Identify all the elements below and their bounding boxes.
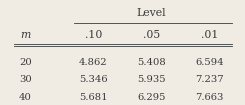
Text: 40: 40 [19,93,32,102]
Text: 6.594: 6.594 [196,58,224,67]
Text: 7.663: 7.663 [196,93,224,102]
Text: 6.295: 6.295 [137,93,166,102]
Text: 5.935: 5.935 [137,75,166,84]
Text: Level: Level [137,9,166,18]
Text: 30: 30 [19,75,32,84]
Text: 5.346: 5.346 [79,75,108,84]
Text: 5.681: 5.681 [79,93,108,102]
Text: 4.862: 4.862 [79,58,108,67]
Text: .05: .05 [143,30,160,40]
Text: m: m [20,30,31,40]
Text: .10: .10 [85,30,102,40]
Text: .01: .01 [201,30,218,40]
Text: 5.408: 5.408 [137,58,166,67]
Text: 20: 20 [19,58,32,67]
Text: 7.237: 7.237 [196,75,224,84]
